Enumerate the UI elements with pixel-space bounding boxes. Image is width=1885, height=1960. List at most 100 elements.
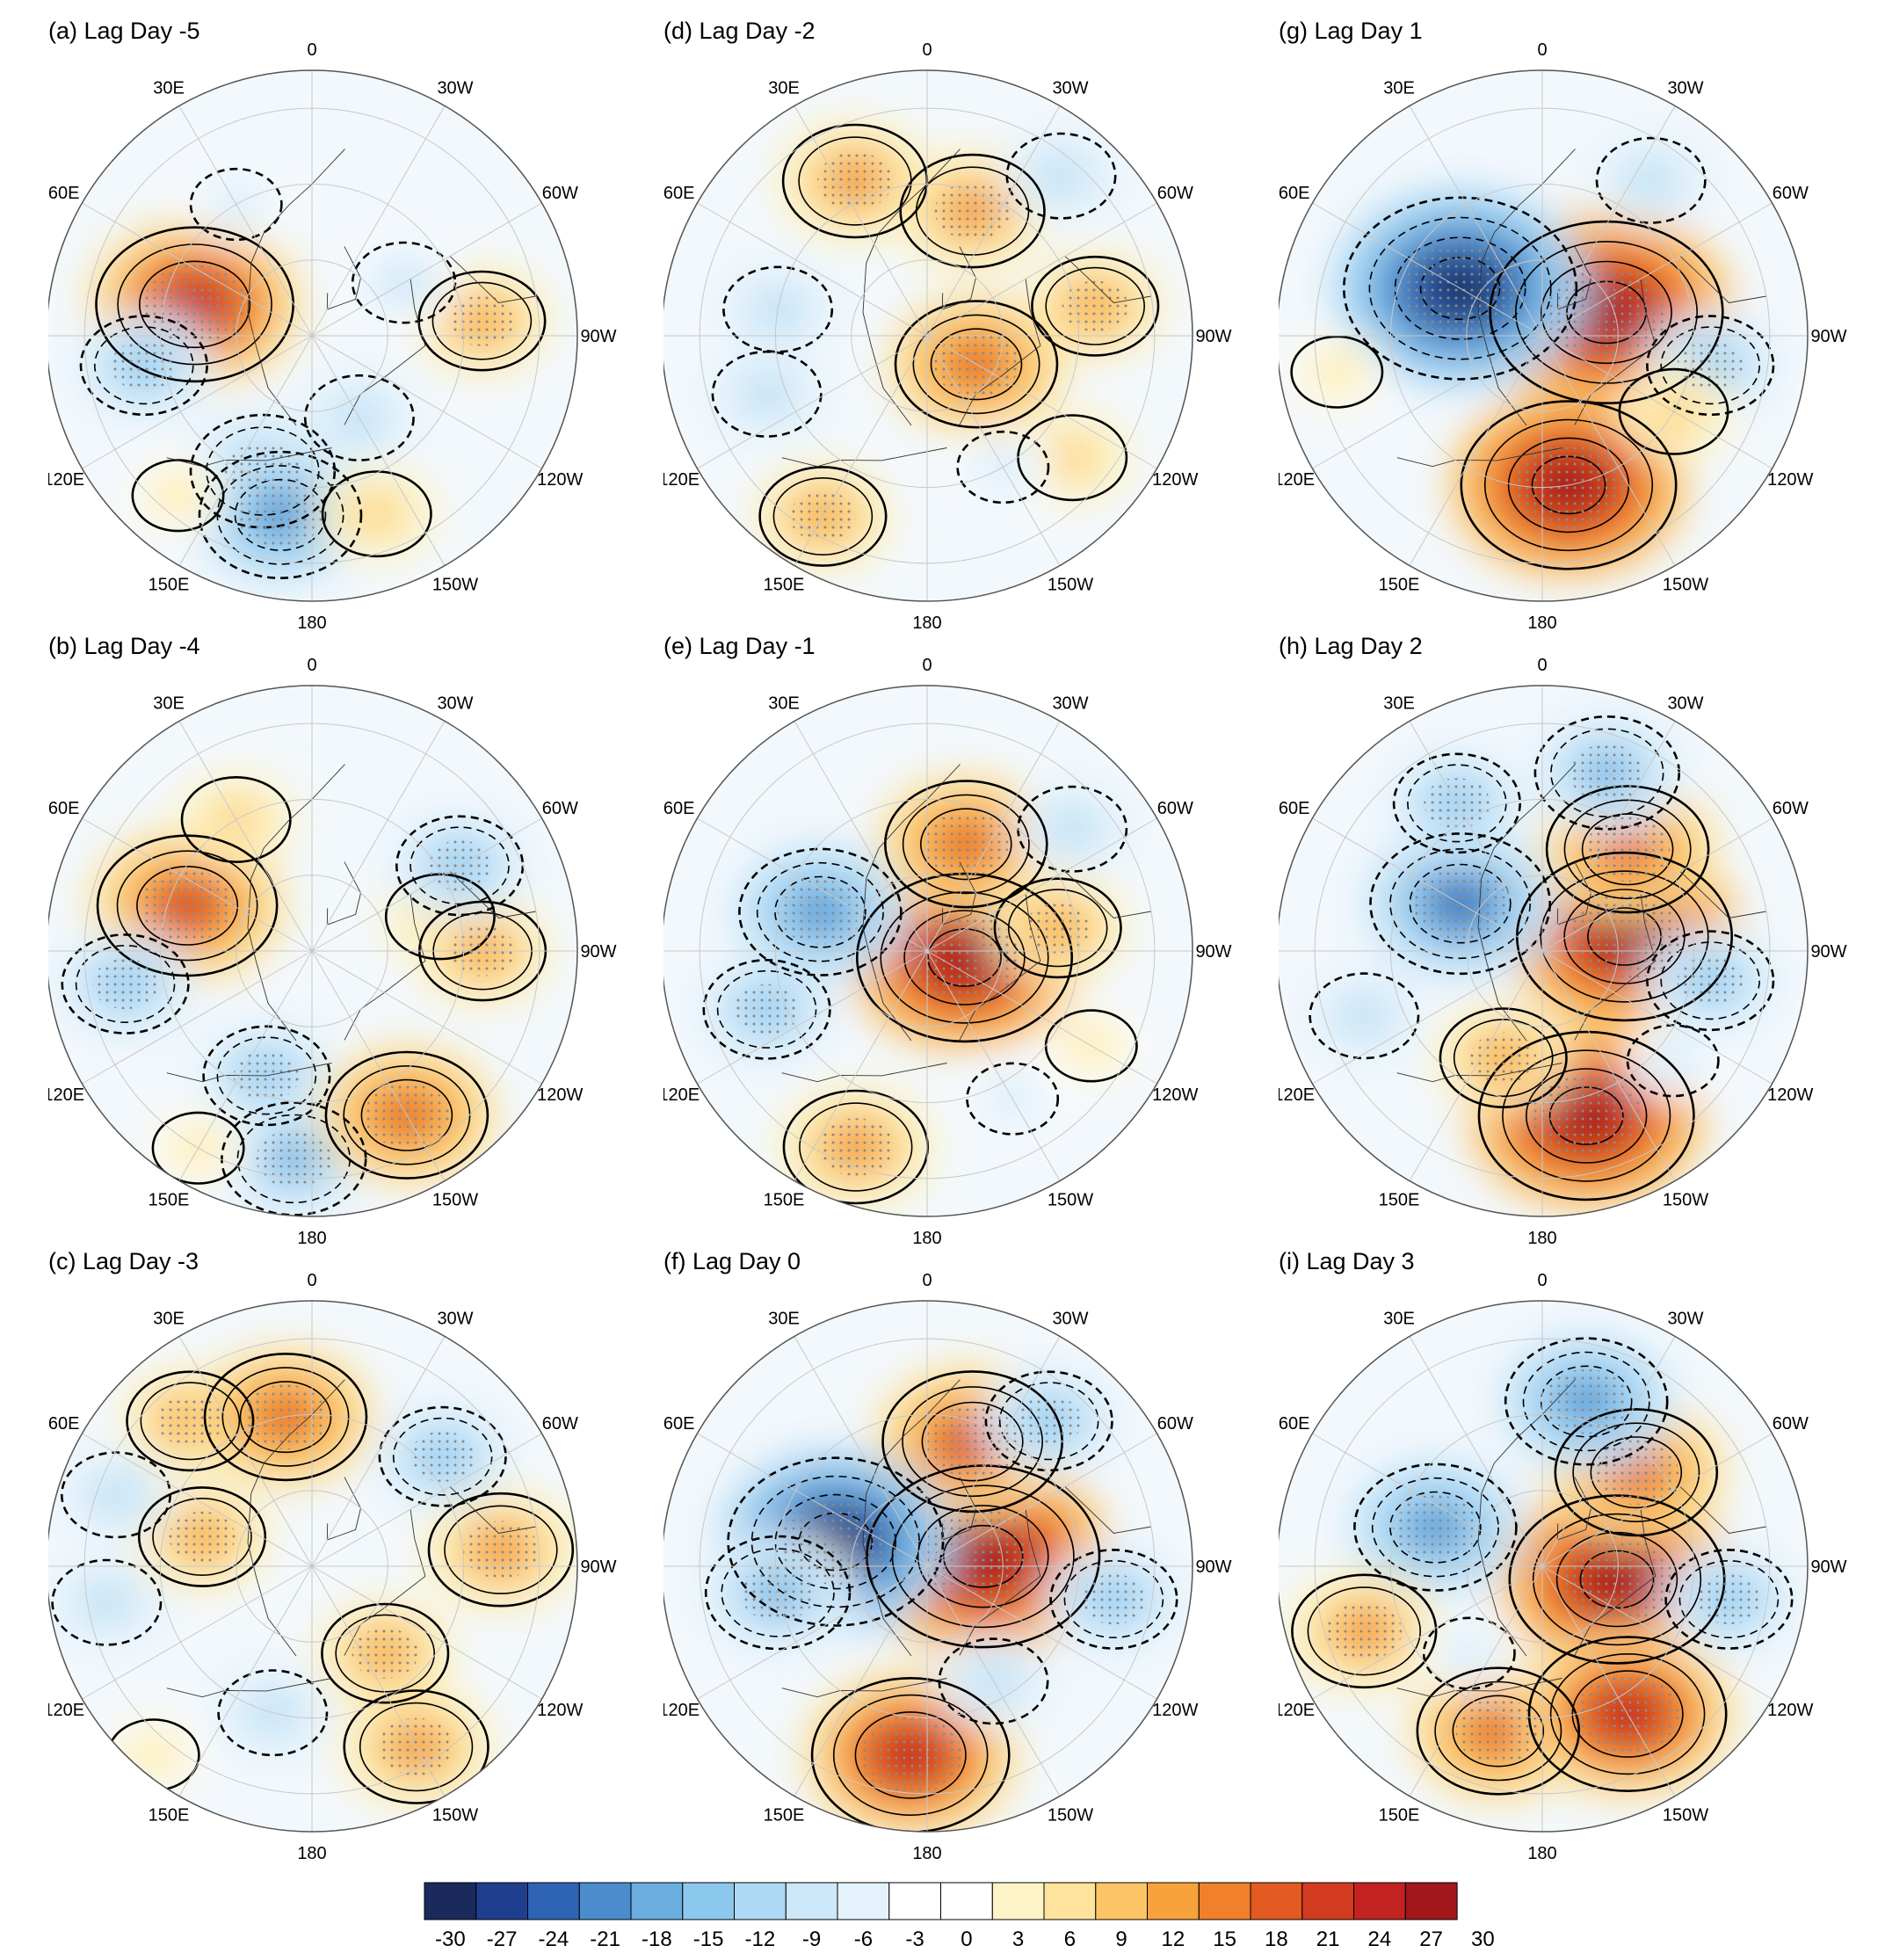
polar-map: 030W60W90W120W150W180150E120E90E60E30E	[663, 656, 1232, 1248]
significance-stipple	[1470, 1032, 1537, 1084]
colorbar-tick-label: -24	[539, 1927, 569, 1951]
negative-contour	[410, 826, 510, 905]
positive-contour	[1527, 1636, 1728, 1792]
longitude-label: 90W	[1195, 1557, 1231, 1577]
negative-contour	[774, 875, 866, 948]
negative-contour	[202, 1025, 331, 1127]
positive-contour	[239, 1381, 332, 1454]
longitude-label: 60E	[663, 1414, 694, 1434]
negative-contour	[1368, 216, 1552, 360]
longitude-label: 120E	[48, 1085, 84, 1105]
colorbar-tick-label: -15	[693, 1927, 724, 1951]
longitude-label: 60W	[542, 799, 578, 818]
colorbar-swatch	[1198, 1882, 1251, 1920]
coastline	[941, 1477, 976, 1541]
panel-title: (h) Lag Day 2	[1279, 633, 1423, 659]
significance-stipple	[92, 958, 159, 1010]
negative-contour	[716, 969, 817, 1049]
meridian-line	[926, 1565, 1061, 1797]
positive-contour	[903, 910, 1026, 1005]
longitude-label: 60W	[1157, 1414, 1193, 1434]
anomaly-fill	[1055, 444, 1090, 471]
negative-contour	[75, 944, 176, 1023]
negative-contour	[189, 413, 337, 529]
negative-contour	[1595, 136, 1707, 224]
colorbar-swatch	[1147, 1882, 1200, 1920]
colorbar-swatch	[1404, 1882, 1458, 1920]
coastline	[247, 149, 345, 426]
negative-contour	[206, 426, 320, 516]
negative-contour	[774, 1493, 897, 1590]
negative-contour	[966, 1062, 1060, 1136]
anomaly-fill	[750, 381, 784, 408]
longitude-label: 30E	[1383, 694, 1415, 714]
colorbar-swatch	[578, 1882, 632, 1920]
longitude-label: 150W	[432, 575, 478, 594]
significance-stipple	[1545, 265, 1668, 359]
significance-stipple	[140, 869, 235, 942]
positive-contour	[1031, 255, 1160, 357]
meridian-line	[311, 1565, 446, 1797]
negative-contour	[1369, 832, 1552, 976]
negative-contour	[1522, 1351, 1650, 1452]
positive-contour	[180, 776, 292, 864]
positive-contour	[321, 1602, 450, 1704]
panel-title: (e) Lag Day -1	[663, 633, 816, 659]
longitude-label: 30W	[1052, 79, 1088, 98]
positive-contour	[1571, 1670, 1684, 1758]
coastline	[247, 764, 345, 1042]
negative-contour	[1063, 1559, 1164, 1638]
coastline	[449, 871, 536, 918]
longitude-label: 120E	[1279, 1085, 1315, 1105]
longitude-label: 30W	[437, 1310, 473, 1329]
negative-contour	[234, 478, 327, 551]
panel-title: (c) Lag Day -3	[48, 1248, 199, 1274]
colorbar-tick-label: -21	[590, 1927, 620, 1951]
longitude-label: 60W	[1157, 799, 1193, 818]
positive-contour	[1555, 1531, 1678, 1628]
meridian-line	[794, 335, 928, 566]
colorbar-swatch	[1095, 1882, 1149, 1920]
meridian-line	[1409, 335, 1543, 566]
colorbar-swatch	[1250, 1882, 1303, 1920]
anomaly-fill	[1055, 816, 1090, 843]
negative-contour	[1394, 236, 1526, 340]
meridian-line	[697, 817, 928, 952]
meridian-line	[926, 335, 1061, 566]
meridian-line	[178, 1336, 313, 1567]
longitude-label: 60W	[1773, 1414, 1809, 1434]
positive-contour	[139, 260, 251, 349]
meridian-line	[1312, 335, 1543, 469]
longitude-label: 120W	[1152, 1085, 1198, 1105]
meridian-line	[178, 721, 313, 952]
negative-contour	[721, 1548, 835, 1637]
meridian-line	[1312, 817, 1543, 952]
positive-contour	[444, 1505, 558, 1594]
meridian-line	[926, 721, 1061, 952]
significance-stipple	[1568, 893, 1681, 980]
colorbar-tick-label: 12	[1162, 1927, 1185, 1951]
polar-map: 030W60W90W120W150W180150E120E90E60E30E	[48, 40, 617, 633]
meridian-line	[794, 950, 928, 1181]
significance-stipple	[169, 1511, 236, 1563]
longitude-label: 150W	[1663, 575, 1708, 594]
negative-contour	[61, 933, 190, 1034]
positive-contour	[1307, 1586, 1422, 1676]
map-panel-h: (h) Lag Day 2 0 30W 60W 90W 120W 150W 180 150E 12…	[1279, 633, 1885, 1248]
longitude-label: 150W	[1048, 1190, 1093, 1209]
significance-stipple	[859, 1716, 962, 1795]
coastline	[1679, 1486, 1766, 1534]
colorbar-swatch	[527, 1882, 580, 1920]
longitude-label: 180	[1527, 613, 1556, 633]
longitude-label: 120W	[537, 1701, 583, 1720]
coastline	[1679, 256, 1766, 303]
longitude-label: 180	[1527, 1844, 1556, 1863]
longitude-label: 60W	[542, 1414, 578, 1434]
longitude-label: 0	[922, 1271, 932, 1290]
significance-stipple	[237, 483, 323, 548]
colorbar-swatch	[888, 1882, 942, 1920]
colorbar-swatch	[1301, 1882, 1355, 1920]
negative-contour	[1626, 1024, 1720, 1098]
positive-contour	[917, 1505, 1049, 1608]
positive-contour	[1007, 889, 1108, 968]
